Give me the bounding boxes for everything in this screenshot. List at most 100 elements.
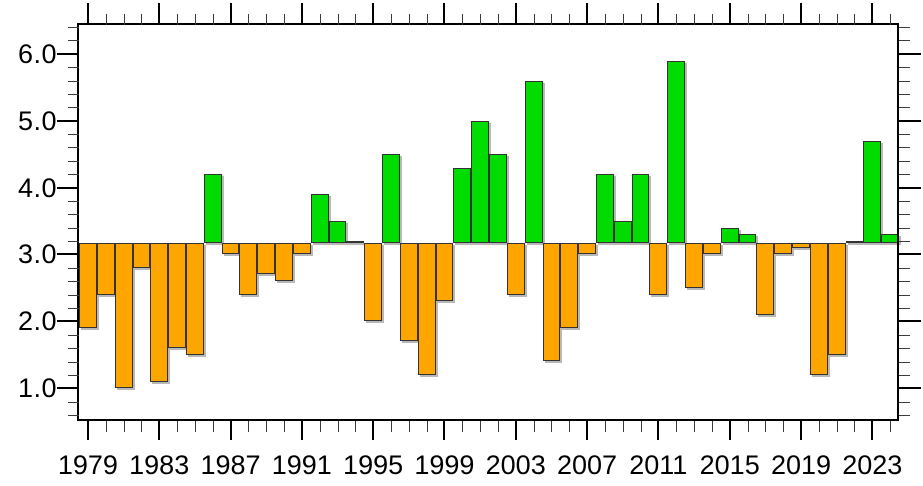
- y-axis-minor-tick-right: [899, 134, 910, 135]
- y-axis-minor-tick-right: [899, 40, 910, 42]
- y-axis-tick-label: 1.0: [17, 373, 57, 404]
- y-axis-minor-tick-left: [68, 214, 79, 216]
- x-axis-minor-tick-bottom: [141, 421, 143, 432]
- x-axis-minor-tick-bottom: [212, 421, 214, 432]
- bar-1994: [346, 241, 365, 244]
- bar-1988: [239, 243, 258, 295]
- y-axis-minor-tick-left: [68, 308, 79, 309]
- x-axis-major-tick-bottom: [800, 421, 802, 440]
- x-axis-tick-label: 2019: [770, 450, 832, 480]
- bar-2014: [702, 243, 721, 255]
- y-axis-major-tick-right: [899, 119, 921, 122]
- x-axis-major-tick-bottom: [300, 421, 303, 440]
- bar-1979: [79, 243, 97, 329]
- y-axis-major-tick-right: [899, 52, 921, 55]
- y-axis-minor-tick-left: [68, 93, 79, 95]
- x-axis-major-tick-bottom: [657, 421, 660, 440]
- x-axis-minor-tick-top: [604, 14, 606, 25]
- bar-2020: [809, 243, 828, 375]
- x-axis-minor-tick-top: [533, 14, 535, 25]
- x-axis-minor-tick-top: [569, 14, 571, 25]
- x-axis-tick-label: 1979: [57, 450, 118, 480]
- x-axis-major-tick-top: [800, 3, 802, 25]
- x-axis-major-tick-top: [86, 3, 89, 25]
- x-axis-minor-tick-top: [123, 14, 125, 25]
- bar-2019: [792, 243, 810, 248]
- bar-1996: [382, 154, 400, 244]
- y-axis-minor-tick-left: [68, 27, 79, 28]
- y-axis-tick-label: 5.0: [17, 105, 57, 136]
- x-axis-minor-tick-bottom: [497, 421, 499, 432]
- y-axis-minor-tick-left: [68, 281, 79, 283]
- y-axis-minor-tick-right: [899, 415, 910, 416]
- x-axis-minor-tick-top: [337, 14, 339, 25]
- x-axis-major-tick-bottom: [586, 421, 588, 440]
- x-axis-tick-label: 1983: [129, 450, 190, 480]
- x-axis-major-tick-top: [300, 3, 303, 25]
- x-axis-minor-tick-top: [248, 14, 250, 25]
- x-axis-tick-label: 2023: [842, 450, 903, 480]
- bar-1989: [257, 243, 276, 275]
- x-axis-minor-tick-bottom: [765, 421, 767, 432]
- x-axis-minor-tick-bottom: [890, 421, 892, 432]
- x-axis-minor-tick-bottom: [836, 421, 838, 432]
- y-axis-major-tick-left: [57, 253, 79, 256]
- y-axis-minor-tick-right: [899, 107, 910, 109]
- y-axis-minor-tick-right: [899, 214, 910, 216]
- bar-2003: [506, 243, 525, 295]
- bar-2005: [542, 243, 561, 362]
- y-axis-minor-tick-right: [899, 281, 910, 283]
- x-axis-minor-tick-bottom: [284, 421, 285, 432]
- bar-2010: [631, 174, 650, 244]
- x-axis-tick-label: 1991: [271, 450, 332, 480]
- y-axis-minor-tick-right: [899, 27, 910, 28]
- bar-2001: [471, 120, 490, 244]
- y-axis-minor-tick-left: [68, 374, 79, 376]
- x-axis-minor-tick-top: [551, 14, 553, 25]
- x-axis-minor-tick-bottom: [462, 421, 464, 432]
- bar-1981: [114, 243, 133, 389]
- x-axis-minor-tick-top: [694, 14, 695, 25]
- y-axis-minor-tick-left: [68, 134, 79, 135]
- bar-2018: [774, 243, 793, 255]
- x-axis-minor-tick-top: [747, 14, 749, 25]
- x-axis-minor-tick-top: [141, 14, 143, 25]
- x-axis-minor-tick-bottom: [194, 421, 196, 432]
- y-axis-minor-tick-left: [68, 80, 79, 82]
- x-axis-minor-tick-top: [890, 14, 892, 25]
- x-axis-minor-tick-top: [462, 14, 464, 25]
- y-axis-major-tick-right: [899, 253, 921, 256]
- x-axis-major-tick-bottom: [871, 421, 874, 440]
- x-axis-minor-tick-top: [622, 14, 624, 25]
- x-axis-major-tick-top: [229, 3, 232, 25]
- x-axis-major-tick-bottom: [443, 421, 446, 440]
- y-axis-minor-tick-right: [899, 93, 910, 95]
- x-axis-minor-tick-bottom: [783, 421, 785, 432]
- y-axis-major-tick-right: [899, 320, 921, 323]
- plot-area: [79, 25, 900, 421]
- y-axis-minor-tick-left: [68, 227, 79, 229]
- x-axis-minor-tick-top: [194, 14, 196, 25]
- bar-2008: [596, 174, 614, 244]
- bar-1986: [203, 174, 222, 244]
- y-axis-tick-label: 6.0: [17, 38, 57, 69]
- bar-2022: [845, 241, 864, 244]
- x-axis-minor-tick-bottom: [622, 421, 624, 432]
- bar-1990: [275, 243, 293, 282]
- x-axis-minor-tick-top: [355, 14, 357, 25]
- bar-1980: [96, 243, 115, 295]
- bar-1992: [310, 194, 329, 243]
- x-axis-minor-tick-bottom: [676, 421, 678, 432]
- bar-1984: [168, 243, 186, 349]
- x-axis-major-tick-top: [657, 3, 660, 25]
- bar-2021: [827, 243, 846, 355]
- x-axis-minor-tick-bottom: [747, 421, 749, 432]
- y-axis-minor-tick-right: [899, 80, 910, 82]
- x-axis-minor-tick-bottom: [408, 421, 410, 432]
- y-axis-tick-label: 3.0: [17, 239, 57, 270]
- y-axis-major-tick-left: [57, 320, 79, 323]
- x-axis-minor-tick-top: [818, 14, 820, 25]
- x-axis-minor-tick-top: [105, 14, 107, 25]
- y-axis-minor-tick-right: [899, 374, 910, 376]
